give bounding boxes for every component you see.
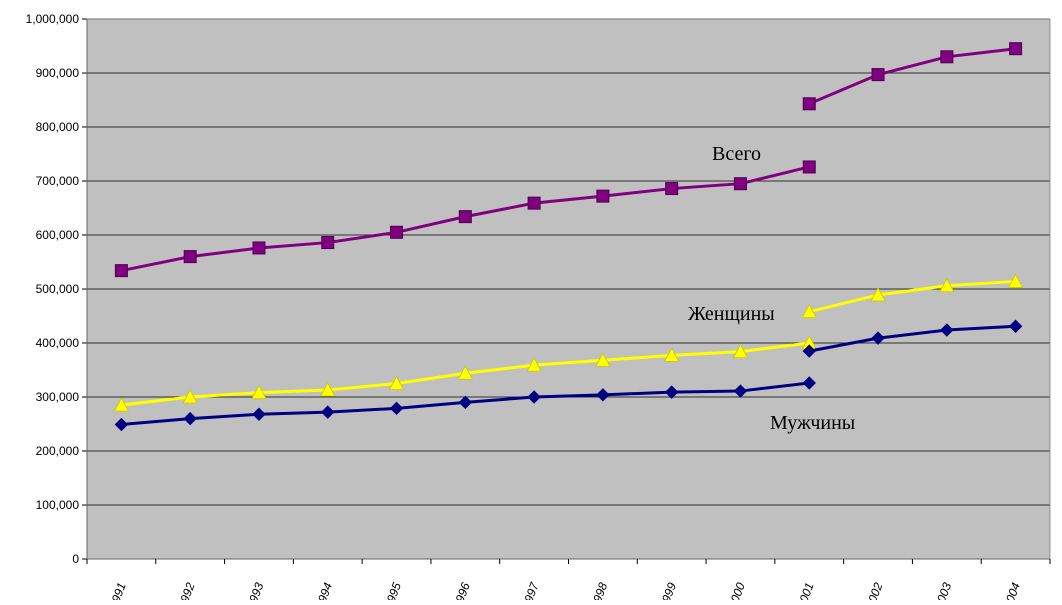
data-point-triangle — [870, 287, 886, 302]
data-point-diamond — [802, 344, 816, 358]
x-tick-label: 1999 — [657, 580, 679, 600]
x-tick-label: 2002 — [863, 580, 886, 600]
y-tick-label: 1,000,000 — [26, 12, 80, 26]
x-tick-label: 2001 — [794, 581, 817, 600]
axes: 0 100,000 200,000 300,000 400,000 500,000 600,… — [26, 12, 1051, 605]
series-square — [114, 42, 1023, 278]
data-point-diamond — [733, 384, 748, 398]
data-point-square — [114, 264, 128, 278]
y-tick-label: 200,000 — [36, 444, 80, 458]
data-point-diamond — [183, 411, 197, 426]
data-point-triangle — [595, 352, 611, 367]
data-point-square — [390, 225, 404, 239]
annotation-group: Всего Женщины Мужчины — [688, 143, 855, 434]
y-tick-label: 100,000 — [36, 498, 80, 512]
data-point-triangle — [251, 384, 267, 400]
data-point-square — [871, 68, 885, 82]
series-triangle — [113, 273, 1024, 412]
series-diamond — [114, 319, 1023, 432]
annotation-total: Всего — [712, 143, 761, 165]
data-point-triangle — [182, 389, 198, 404]
data-point-diamond — [664, 385, 679, 399]
series-line — [808, 279, 1016, 314]
data-point-square — [321, 236, 335, 250]
data-point-diamond — [940, 323, 954, 337]
data-point-square — [1009, 42, 1023, 56]
series-group — [113, 42, 1024, 432]
y-tick-label: 500,000 — [36, 282, 80, 296]
y-tick-label: 700,000 — [36, 174, 80, 188]
data-point-triangle — [939, 277, 955, 293]
data-point-diamond — [252, 407, 266, 421]
y-tick-label: 300,000 — [36, 390, 80, 404]
data-point-square — [458, 210, 472, 224]
x-tick-label: 2000 — [725, 580, 748, 600]
data-point-diamond — [802, 376, 816, 390]
data-point-triangle — [732, 343, 749, 359]
annotation-women: Женщины — [688, 303, 775, 325]
y-tick-label: 400,000 — [36, 336, 80, 350]
data-point-diamond — [1008, 319, 1023, 333]
y-tick-label: 600,000 — [36, 228, 80, 242]
data-point-square — [802, 160, 816, 174]
series-line — [808, 324, 1016, 353]
x-tick-label: 1994 — [313, 580, 335, 600]
data-point-square — [665, 182, 679, 196]
x-tick-label: 1991 — [106, 581, 128, 600]
x-tick-label: 1998 — [588, 580, 610, 600]
data-point-square — [183, 250, 197, 264]
data-point-triangle — [801, 303, 817, 319]
data-point-diamond — [596, 388, 610, 402]
data-point-square — [596, 189, 610, 203]
x-tick-label: 1992 — [175, 580, 197, 600]
data-point-square — [940, 50, 954, 64]
data-point-triangle — [526, 357, 542, 372]
data-point-square — [527, 196, 541, 210]
x-tick-label: 1995 — [382, 580, 404, 600]
x-tick-label: 1993 — [244, 580, 266, 600]
y-tick-label: 800,000 — [36, 120, 80, 134]
data-point-triangle — [457, 365, 473, 380]
data-point-diamond — [321, 405, 335, 419]
data-point-triangle — [664, 347, 680, 362]
data-point-diamond — [114, 417, 129, 432]
data-point-diamond — [527, 390, 541, 404]
annotation-men: Мужчины — [770, 412, 855, 434]
data-point-triangle — [113, 397, 130, 412]
x-tick-label: 1997 — [519, 579, 542, 600]
series-line — [808, 47, 1016, 106]
data-point-square — [802, 97, 816, 111]
x-tick-label: 2003 — [932, 580, 955, 600]
data-point-diamond — [389, 401, 404, 416]
data-point-square — [252, 241, 266, 255]
data-point-square — [733, 177, 747, 191]
x-tick-label: 1996 — [450, 580, 472, 600]
y-tick-label: 900,000 — [36, 66, 80, 80]
data-point-triangle — [1007, 273, 1024, 288]
x-tick-label: 2004 — [1000, 580, 1023, 600]
data-point-diamond — [458, 395, 473, 410]
data-point-triangle — [320, 382, 336, 397]
data-point-triangle — [388, 375, 405, 390]
data-point-diamond — [871, 331, 885, 345]
y-tick-label: 0 — [72, 552, 79, 566]
